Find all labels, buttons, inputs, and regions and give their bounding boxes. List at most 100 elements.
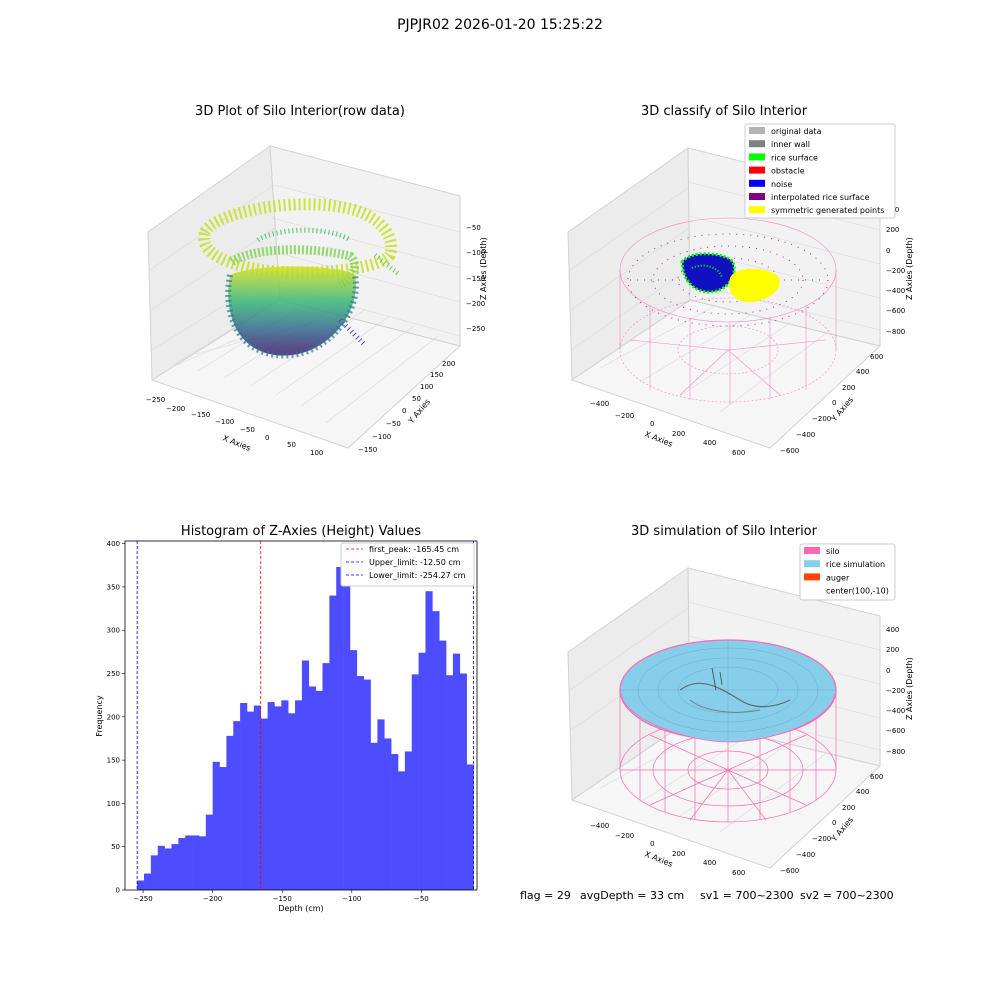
panel1-y-ticks: −150 −100 −50 0 50 100 150 200 [358,360,455,454]
p1-ytick: 200 [442,360,455,368]
p2-xtick: 400 [703,439,716,447]
legend-swatch [804,573,820,581]
panel2-z-ticks: 400 200 0 −200 −400 −600 −800 [886,206,905,336]
histogram-bar [288,713,296,890]
panel3-title: Histogram of Z-Axies (Height) Values [180,524,422,539]
y-tick-label: 0 [116,887,120,895]
p1-ytick: 100 [420,383,433,391]
histogram-legend [340,542,475,587]
histogram-bar [418,652,426,890]
panel2-legend: original data inner wall rice surface obsta… [744,123,896,219]
legend-entry-label: noise [771,180,792,189]
p2-ztick: −600 [886,307,905,315]
histogram-bar [315,690,323,890]
histogram-bar [178,838,186,890]
y-tick-label: 200 [107,713,120,721]
legend-entry-label: original data [771,127,822,136]
legend-entry-label: silo [826,547,840,556]
histogram-bar [425,591,433,890]
p4-xtick: 200 [672,850,685,858]
panel2-z-label: Z Axies (Depth) [905,237,914,300]
legend-swatch [749,179,765,187]
p1-ytick: −150 [358,446,377,454]
legend-swatch [749,127,765,134]
p1-ytick: 150 [430,371,443,379]
legend-entry-label: Lower_limit: -254.27 cm [369,571,466,580]
histogram-bar [164,848,172,890]
legend-swatch [749,140,765,148]
histogram-bar [446,675,454,890]
legend-swatch [749,206,765,214]
p4-ytick: −200 [812,835,831,843]
legend-entry-label: rice surface [771,153,818,162]
p2-xtick: 0 [650,420,654,428]
histogram-bar [274,706,282,890]
p2-ytick: 200 [842,384,855,392]
histogram-bar [144,873,152,890]
histogram-bars [137,557,474,890]
p1-xtick: −50 [240,426,255,434]
histogram-bar [329,595,337,890]
p2-ztick: −800 [886,328,905,336]
p1-ztick: −150 [466,275,485,283]
histogram-bar [240,702,248,890]
p1-ytick: 50 [412,395,421,403]
p2-ztick: −400 [886,287,905,295]
histogram-bar [439,640,447,890]
histogram-bar [301,660,310,890]
panel1-point-cloud [198,198,402,359]
histogram-bar [377,719,385,890]
p1-ztick: −200 [466,300,485,308]
p1-ytick: −100 [372,433,391,441]
p1-ztick: −100 [466,249,485,257]
p2-ytick: 400 [856,368,869,376]
legend-swatch [804,547,820,554]
panel2-symmetric-points [729,268,780,303]
panel2-y-ticks: −600 −400 −200 0 200 400 600 [780,353,883,455]
x-tick-label: −100 [342,895,361,903]
panel2-title: 3D classify of Silo Interior [640,104,808,119]
panel4-x-ticks: −400 −200 0 200 400 600 [590,822,745,877]
footer-sv1: sv1 = 700~2300 [700,889,794,902]
legend-entry-label: center(100,-10) [826,587,889,596]
panel4-legend: silo rice simulation auger center(100,-10) [799,543,896,601]
p4-ytick: −600 [780,867,799,875]
legend-swatch [749,153,765,161]
legend-entry-label: obstacle [771,167,805,176]
panel1-x-label: X Axies [221,434,252,453]
x-tick-label: −150 [273,895,292,903]
p4-ztick: 0 [886,667,890,675]
x-tick-label: −200 [203,895,222,903]
histogram-bar [212,761,220,890]
p2-ytick: −200 [812,415,831,423]
histogram-bar [198,836,207,890]
p4-xtick: 400 [703,859,716,867]
histogram-bar [205,814,213,890]
histogram-bar [137,880,145,890]
p1-xtick: 50 [287,441,296,449]
histogram-bar [322,663,330,890]
p1-ytick: −50 [386,420,401,428]
histogram-bar [404,751,413,890]
histogram-bar [349,650,358,890]
x-tick-label: −250 [133,895,152,903]
y-tick-label: 50 [111,843,120,851]
histogram-bar [185,835,193,890]
p4-ytick: 400 [856,788,869,796]
panel2-x-label: X Axies [643,430,674,449]
panel1-x-ticks: −250 −200 −150 −100 −50 0 50 100 [146,396,323,457]
panel4-rice-simulation [619,639,837,743]
histogram-bar [459,673,467,890]
histogram-plot: −250 −200 −150 −100 −50 0 50 100 150 200 250 300 35… [95,540,478,913]
histogram-bar [356,676,364,890]
p4-ztick: −400 [886,707,905,715]
p1-xtick: 0 [265,434,269,442]
footer-sv2: sv2 = 700~2300 [800,889,894,902]
panel2-x-ticks: −400 −200 0 200 400 600 [590,400,745,457]
legend-entry-label: interpolated rice surface [771,193,869,202]
panel4-z-ticks: 400 200 0 −200 −400 −600 −800 [886,626,905,756]
p2-ytick: 0 [832,399,836,407]
panel1-z-label: Z Axies (Depth) [479,237,488,300]
histogram-bar [398,771,406,890]
histogram-bar [281,700,289,890]
